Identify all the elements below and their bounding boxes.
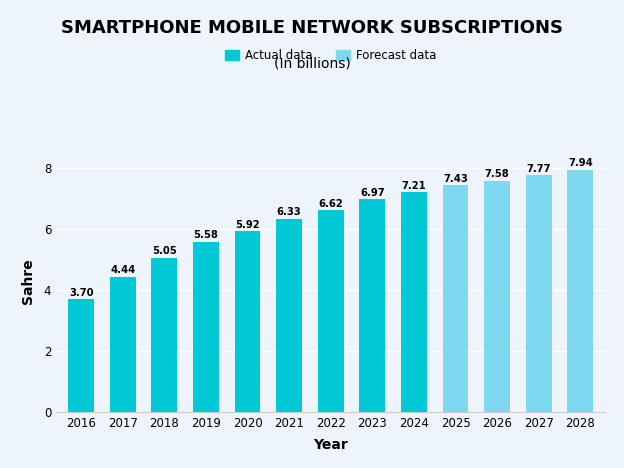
Bar — [401, 192, 427, 412]
Bar — [276, 219, 302, 412]
Text: 5.05: 5.05 — [152, 247, 177, 256]
Text: 6.97: 6.97 — [360, 188, 384, 198]
Bar — [152, 258, 177, 412]
Text: 7.94: 7.94 — [568, 158, 593, 168]
Text: 7.77: 7.77 — [527, 163, 551, 174]
Text: 5.58: 5.58 — [193, 230, 218, 240]
Y-axis label: Sahre: Sahre — [21, 258, 36, 304]
Text: 6.33: 6.33 — [277, 207, 301, 218]
Bar — [484, 181, 510, 412]
Text: 7.43: 7.43 — [443, 174, 468, 184]
Text: (In billions): (In billions) — [274, 56, 350, 70]
Text: 7.21: 7.21 — [402, 181, 426, 190]
Text: SMARTPHONE MOBILE NETWORK SUBSCRIPTIONS: SMARTPHONE MOBILE NETWORK SUBSCRIPTIONS — [61, 19, 563, 37]
Text: 3.70: 3.70 — [69, 287, 94, 298]
X-axis label: Year: Year — [313, 438, 348, 452]
Bar — [526, 175, 552, 412]
Text: 4.44: 4.44 — [110, 265, 135, 275]
Text: 7.58: 7.58 — [485, 169, 509, 179]
Bar — [110, 277, 135, 412]
Bar — [318, 210, 344, 412]
Bar — [235, 232, 260, 412]
Text: 5.92: 5.92 — [235, 220, 260, 230]
Bar — [68, 299, 94, 412]
Legend: Actual data, Forecast data: Actual data, Forecast data — [222, 45, 440, 66]
Bar — [442, 185, 469, 412]
Bar — [193, 242, 219, 412]
Bar — [359, 199, 385, 412]
Text: 6.62: 6.62 — [318, 198, 343, 209]
Bar — [567, 170, 593, 412]
